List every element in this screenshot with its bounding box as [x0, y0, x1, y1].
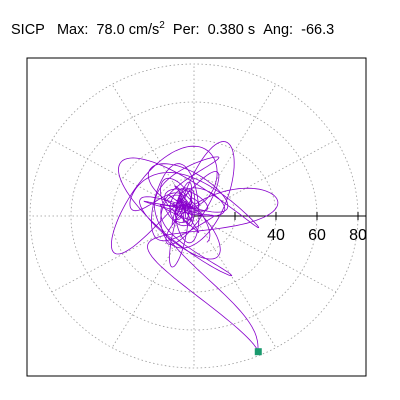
- max-value: 78.0: [96, 22, 125, 38]
- max-label: Max:: [56, 22, 89, 38]
- angle-value: -66.3: [301, 22, 335, 38]
- max-point-marker: [254, 348, 262, 356]
- grid-spoke-330: [193, 215, 337, 293]
- radial-tick-label-80: 80: [349, 227, 367, 244]
- max-unit-exponent: 2: [159, 20, 165, 31]
- angle-label: Ang:: [263, 22, 294, 38]
- grid-spoke-150: [51, 139, 195, 217]
- grid-spoke-60: [193, 84, 277, 217]
- station-code: SICP: [11, 22, 45, 38]
- grid-spoke-240: [111, 215, 195, 348]
- plot-frame: [26, 57, 367, 377]
- motion-trace: [110, 141, 279, 353]
- grid-spoke-120: [111, 84, 195, 217]
- period-value: 0.380 s: [207, 22, 256, 38]
- period-label: Per:: [172, 22, 200, 38]
- chart-title: SICP Max: 78.0 cm/s2 Per: 0.380 s Ang: -…: [11, 16, 334, 40]
- max-unit: cm/s: [128, 22, 160, 38]
- radial-ticks: 40 60 80: [234, 212, 367, 244]
- grid-spoke-300: [193, 215, 277, 348]
- grid-spoke-210: [51, 215, 195, 293]
- radial-tick-label-60: 60: [308, 227, 326, 244]
- grid-spoke-30: [193, 139, 337, 217]
- radial-tick-label-40: 40: [267, 227, 285, 244]
